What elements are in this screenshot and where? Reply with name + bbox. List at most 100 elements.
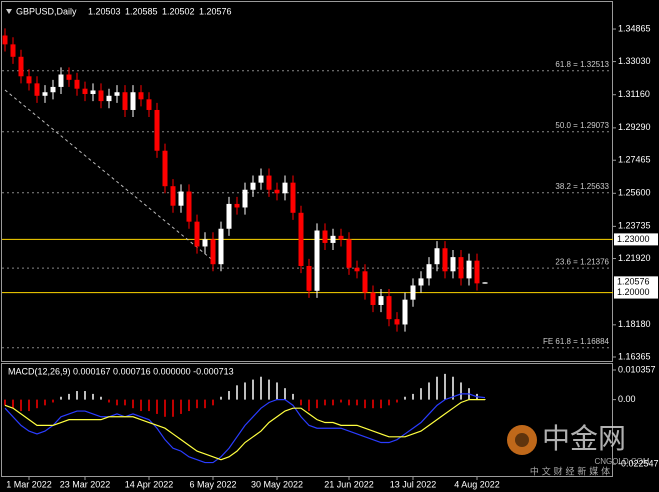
price-panel-frame [1,1,613,362]
y-tick-label: 1.34865 [618,23,651,33]
candle-body [322,230,328,243]
candle-body [298,212,304,266]
candle-body [50,86,56,93]
candle-body [458,257,464,279]
current-price-box [614,276,658,289]
candle-body [306,265,312,291]
header-low: 1.20502 [162,6,195,16]
candle-body [154,109,160,151]
candle-body [98,90,104,102]
candle-body [258,175,264,183]
candle-body [474,260,480,284]
candle-body [10,44,16,57]
current-price-label: 1.20576 [617,277,650,287]
x-tick-label: 14 Apr 2022 [125,479,174,489]
macd-line [4,399,485,461]
candle-body [434,248,440,265]
candle-body [2,35,8,45]
candle-body [66,74,72,80]
macd-title: MACD(12,26,9) 0.000167 0.000716 0.000000… [8,366,234,376]
candle-body [450,257,456,272]
candle-body [34,83,40,96]
x-tick-label: 23 Mar 2022 [60,479,111,489]
candle-body [330,235,336,243]
watermark-name: 中金网 [542,422,626,455]
y-tick-label: -0.022547 [618,458,659,468]
y-tick-label: 1.25600 [618,188,651,198]
y-tick-label: 1.31160 [618,89,650,99]
candle-body [106,95,112,102]
x-tick-label: 21 Jun 2022 [324,479,374,489]
candle-body [114,92,120,96]
logo-inner [515,433,529,447]
candle-body [370,292,376,305]
watermark-slogan: 中 文 财 经 新 媒 体 [530,466,610,478]
y-tick-label: 1.29290 [618,122,651,132]
candle-body [282,182,288,194]
candle-body [354,267,360,272]
fib-label: FE 61.8 = 1.16884 [543,337,610,346]
x-tick-label: 4 Aug 2022 [454,479,500,489]
fib-label: 38.2 = 1.25633 [555,182,609,191]
symbol-icon [6,9,12,14]
y-tick-label: 1.16365 [618,351,651,361]
candle-body [346,239,352,268]
macd-panel-frame [1,363,613,477]
candle-body [82,88,88,95]
candle-body [242,189,248,208]
candle-body [162,150,168,187]
chart-title: GBPUSD,Daily [16,6,77,16]
candle-body [442,248,448,272]
candle-body [274,189,280,194]
candle-body [338,235,344,240]
candle-body [418,278,424,286]
header-close: 1.20576 [199,6,232,16]
candle-body [290,182,296,213]
candle-body [250,182,256,190]
y-tick-label: 1.18180 [618,319,651,329]
level-label: 1.20000 [617,287,650,297]
candle-body [170,186,176,206]
candle-body [378,296,384,305]
candle-body [210,239,216,265]
candle-body [194,221,200,247]
y-tick-label: 1.27465 [618,155,651,165]
candle-body [138,92,144,100]
y-tick-label: 1.23735 [618,221,651,231]
x-tick-label: 6 May 2022 [189,479,236,489]
candle-body [122,92,128,110]
y-tick-label: 0.00 [618,394,636,404]
candle-body [386,296,392,320]
level-label-box [614,286,658,299]
level-label-box [614,233,658,246]
candle-body [42,92,48,96]
candle-body [466,260,472,279]
candle-body [402,299,408,325]
candle-body [26,76,32,84]
candle-body [74,79,80,89]
candle-body [186,191,192,222]
candle-body [218,228,224,265]
y-tick-label: 0.010357 [618,364,656,374]
macd-line [4,393,486,464]
candle-body [90,90,96,95]
x-tick-label: 1 Mar 2022 [6,479,52,489]
fib-label: 50.0 = 1.29073 [555,121,609,130]
candle-body [362,271,368,293]
candle-body [234,203,240,208]
candle-body [426,264,432,279]
candle-body [146,99,152,110]
candle-body [202,239,208,247]
x-tick-label: 30 May 2022 [251,479,303,489]
fib-label: 23.6 = 1.21376 [555,257,609,266]
header-open: 1.20503 [88,6,121,16]
candle-body [130,92,136,110]
fib-label: 61.8 = 1.32513 [555,60,609,69]
candle-body [410,285,416,300]
watermark-site: CNGOLD.COM [594,457,649,466]
y-tick-label: 1.33030 [618,56,651,66]
x-tick-label: 13 Jul 2022 [390,479,437,489]
